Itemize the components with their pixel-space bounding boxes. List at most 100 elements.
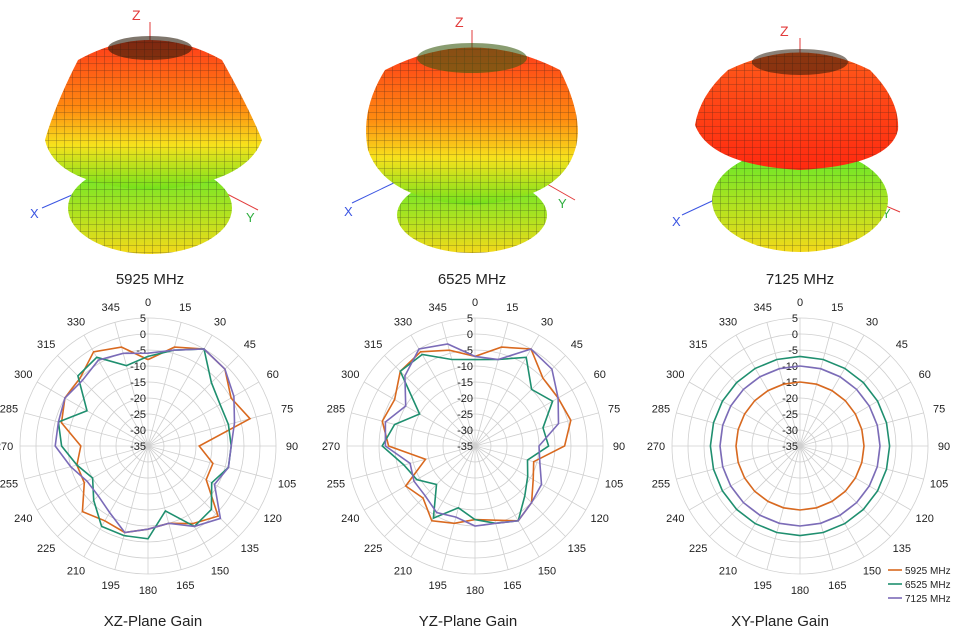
legend: 5925 MHz 6525 MHz 7125 MHz <box>888 566 951 605</box>
angle-tick-label: 315 <box>689 339 707 351</box>
x-axis-line <box>351 179 401 204</box>
series-line-7125-mhz <box>384 343 560 527</box>
lobe-main-mesh <box>366 47 578 205</box>
grid-spoke <box>83 445 149 558</box>
radial-tick-label: -10 <box>130 361 146 373</box>
angle-tick-label: 255 <box>327 478 345 490</box>
grid-spoke <box>57 445 149 537</box>
grid-spoke <box>83 334 149 447</box>
angle-tick-label: 345 <box>102 302 120 314</box>
x-axis-letter: X <box>344 204 353 219</box>
grid-spoke <box>474 445 540 558</box>
grid-spoke <box>474 445 566 537</box>
series-line-5925-mhz <box>735 381 865 511</box>
angle-tick-label: 210 <box>67 566 85 578</box>
grid-spoke <box>474 334 540 447</box>
grid-spoke <box>57 355 149 447</box>
angle-tick-label: 0 <box>472 297 478 309</box>
angle-tick-label: 345 <box>429 302 447 314</box>
radial-tick-label: -15 <box>130 377 146 389</box>
angle-tick-label: 270 <box>0 441 13 453</box>
legend-label: 6525 MHz <box>905 580 951 591</box>
radial-tick-label: 0 <box>140 329 146 341</box>
grid-spoke <box>114 322 149 447</box>
pattern-3d-6525: Z X Y <box>344 14 578 253</box>
angle-tick-label: 15 <box>179 302 191 314</box>
angle-tick-label: 135 <box>893 543 911 555</box>
radial-tick-label: 0 <box>467 329 473 341</box>
radial-tick-label: -35 <box>130 441 146 453</box>
angle-tick-label: 240 <box>341 513 359 525</box>
angle-tick-label: 75 <box>281 404 293 416</box>
angle-tick-label: 75 <box>608 404 620 416</box>
grid-spoke <box>114 445 149 570</box>
radial-tick-label: -30 <box>130 425 146 437</box>
grid-spoke <box>474 355 566 447</box>
angle-tick-label: 0 <box>145 297 151 309</box>
grid-spoke <box>147 355 239 447</box>
grid-spoke <box>147 445 213 558</box>
grid-spoke <box>474 445 587 511</box>
polar-charts: 0 153045607590105120135150165180195210225… <box>0 297 951 605</box>
angle-tick-label: 180 <box>466 585 484 597</box>
grid-spoke <box>410 445 476 558</box>
angle-tick-label: 60 <box>919 369 931 381</box>
angle-tick-label: 270 <box>322 441 340 453</box>
radial-tick-label: -5 <box>463 345 473 357</box>
grid-spoke <box>147 412 272 447</box>
angle-tick-label: 195 <box>754 580 772 592</box>
pattern-3d-7125: Z X Y <box>672 23 901 252</box>
radial-tick-label: -35 <box>457 441 473 453</box>
pattern-3d-5925: Z X Y <box>30 7 262 254</box>
grid-spoke <box>474 445 509 570</box>
angle-tick-label: 210 <box>394 566 412 578</box>
x-axis-letter: X <box>30 206 39 221</box>
radial-tick-label: -30 <box>457 425 473 437</box>
angle-tick-label: 60 <box>267 369 279 381</box>
z-axis-letter: Z <box>780 23 789 39</box>
angle-tick-label: 330 <box>394 316 412 328</box>
angle-tick-label: 105 <box>278 478 296 490</box>
grid-spoke <box>384 355 476 447</box>
angle-tick-label: 195 <box>102 580 120 592</box>
grid-spoke <box>147 334 213 447</box>
series-line-7125-mhz <box>719 365 881 527</box>
angle-tick-label: 90 <box>286 441 298 453</box>
radial-tick-label: -25 <box>782 409 798 421</box>
radial-tick-label: -35 <box>782 441 798 453</box>
angle-tick-label: 120 <box>264 513 282 525</box>
angle-tick-label: 105 <box>930 478 948 490</box>
lobe-top-dimple <box>108 36 192 60</box>
y-axis-letter: Y <box>558 196 567 211</box>
angle-tick-label: 285 <box>327 404 345 416</box>
angle-tick-label: 165 <box>176 580 194 592</box>
angle-tick-label: 120 <box>916 513 934 525</box>
grid-spoke <box>36 381 149 447</box>
angle-tick-label: 315 <box>37 339 55 351</box>
polar-chart-0: 0 15 30 45 60 75 90 105 120 135 150 165 180 195 210 225… <box>0 297 298 597</box>
series-line-7125-mhz <box>54 348 236 534</box>
angle-tick-label: 150 <box>538 566 556 578</box>
angle-tick-label: 195 <box>429 580 447 592</box>
radial-tick-label: -20 <box>457 393 473 405</box>
angle-tick-label: 270 <box>647 441 665 453</box>
radial-tick-label: -25 <box>130 409 146 421</box>
grid-spoke <box>147 445 182 570</box>
angle-tick-label: 165 <box>828 580 846 592</box>
grid-spoke <box>363 445 476 511</box>
frequency-label-5925: 5925 MHz <box>115 271 185 288</box>
z-axis-letter: Z <box>455 14 464 30</box>
polar-chart-2: 0 15 30 45 60 75 90 105 120 135 150 165 180 195 210 225… <box>647 297 951 605</box>
angle-tick-label: 15 <box>506 302 518 314</box>
lobe-top-dimple <box>417 43 527 73</box>
radial-tick-label: -10 <box>457 361 473 373</box>
angle-tick-label: 225 <box>364 543 382 555</box>
grid-spoke <box>147 322 182 447</box>
plane-label-xy: XY-Plane Gain <box>731 613 829 630</box>
angle-tick-label: 165 <box>503 580 521 592</box>
radial-tick-label: -5 <box>136 345 146 357</box>
radial-tick-label: -20 <box>130 393 146 405</box>
series-line-6525-mhz <box>709 355 891 537</box>
